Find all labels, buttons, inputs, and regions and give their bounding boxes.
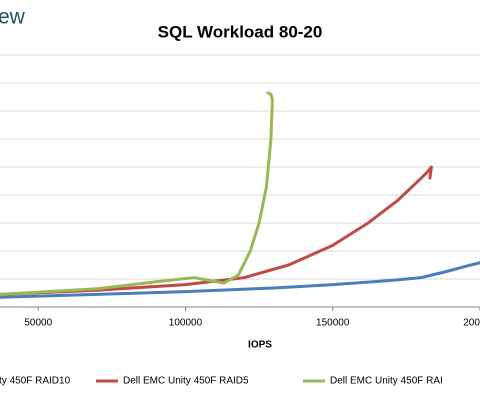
x-tick-label: 50000	[24, 318, 52, 329]
legend-label: Dell EMC Unity 450F RAID10	[0, 376, 71, 387]
x-tick-label: 100000	[169, 318, 203, 329]
series-line	[0, 91, 274, 296]
x-tick-label: 200000	[463, 318, 480, 329]
chart-title: SQL Workload 80-20	[158, 22, 323, 41]
x-axis-label: IOPS	[248, 340, 272, 351]
x-tick-label: 150000	[316, 318, 350, 329]
legend-label: Dell EMC Unity 450F RAI	[330, 376, 443, 387]
series-line	[0, 261, 480, 299]
series-line	[0, 165, 433, 296]
legend-label: Dell EMC Unity 450F RAID5	[123, 376, 249, 387]
brand-logo: ew	[0, 6, 26, 29]
